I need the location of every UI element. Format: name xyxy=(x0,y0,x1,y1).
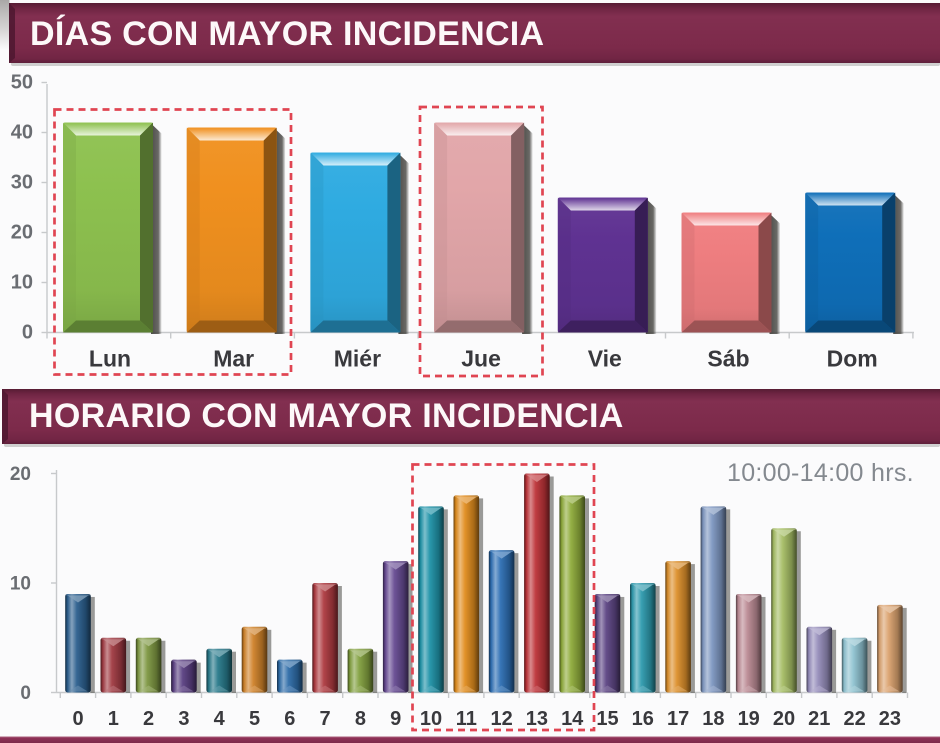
svg-text:2: 2 xyxy=(143,708,154,730)
svg-text:10: 10 xyxy=(420,708,442,730)
svg-text:Jue: Jue xyxy=(461,346,501,372)
svg-text:7: 7 xyxy=(320,708,331,730)
svg-text:14: 14 xyxy=(561,708,584,730)
svg-text:Vie: Vie xyxy=(588,346,622,372)
svg-text:Mar: Mar xyxy=(213,346,254,372)
svg-text:3: 3 xyxy=(178,708,189,730)
svg-text:22: 22 xyxy=(843,708,865,730)
svg-text:8: 8 xyxy=(355,708,366,730)
svg-text:Lun: Lun xyxy=(89,346,131,372)
svg-text:16: 16 xyxy=(632,708,654,730)
svg-text:13: 13 xyxy=(526,708,548,730)
svg-text:18: 18 xyxy=(702,708,724,730)
svg-text:5: 5 xyxy=(249,708,260,730)
svg-text:15: 15 xyxy=(596,708,618,730)
svg-text:17: 17 xyxy=(667,708,689,730)
svg-text:Dom: Dom xyxy=(827,346,878,372)
svg-text:DÍAS CON MAYOR INCIDENCIA: DÍAS CON MAYOR INCIDENCIA xyxy=(30,15,544,53)
svg-text:23: 23 xyxy=(879,708,901,730)
svg-text:0: 0 xyxy=(72,708,83,730)
svg-text:10:00-14:00 hrs.: 10:00-14:00 hrs. xyxy=(727,459,914,487)
svg-text:11: 11 xyxy=(456,708,477,730)
svg-text:4: 4 xyxy=(214,708,226,730)
svg-text:0: 0 xyxy=(22,322,33,344)
svg-text:20: 20 xyxy=(773,708,795,730)
svg-text:50: 50 xyxy=(11,72,33,94)
svg-text:9: 9 xyxy=(390,708,401,730)
svg-text:Miér: Miér xyxy=(334,346,381,372)
svg-text:12: 12 xyxy=(490,708,512,730)
svg-text:HORARIO CON MAYOR INCIDENCIA: HORARIO CON MAYOR INCIDENCIA xyxy=(29,397,624,435)
svg-text:30: 30 xyxy=(11,172,33,194)
svg-text:10: 10 xyxy=(11,272,33,294)
svg-text:21: 21 xyxy=(808,708,830,730)
svg-text:Sáb: Sáb xyxy=(707,346,749,372)
svg-text:6: 6 xyxy=(284,708,295,730)
svg-text:20: 20 xyxy=(11,222,33,244)
svg-text:0: 0 xyxy=(20,683,31,704)
svg-text:20: 20 xyxy=(10,464,31,485)
svg-text:10: 10 xyxy=(10,574,31,595)
svg-text:1: 1 xyxy=(108,708,119,730)
svg-text:40: 40 xyxy=(11,122,33,144)
svg-text:19: 19 xyxy=(738,708,760,730)
